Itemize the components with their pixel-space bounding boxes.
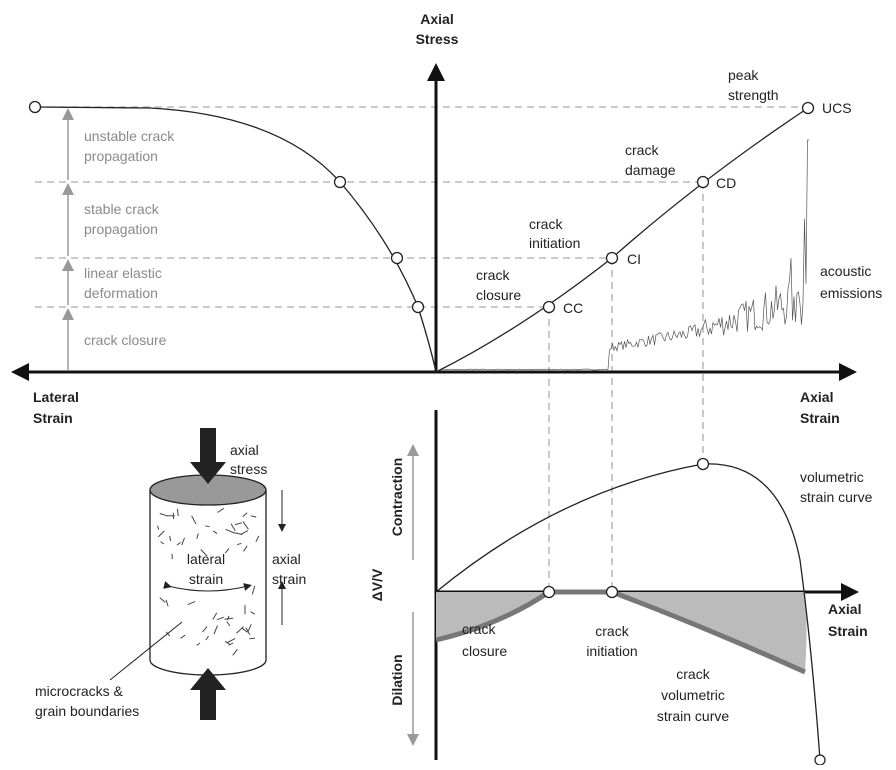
annotation: initiation <box>586 643 637 659</box>
axis-label: Axial <box>828 601 861 617</box>
annotation: crack <box>476 267 510 283</box>
stage-label: deformation <box>84 285 158 301</box>
point-label: CC <box>563 300 583 316</box>
annotation: closure <box>462 643 507 659</box>
axis-label: Contraction <box>389 458 405 537</box>
microcrack <box>173 513 174 519</box>
axis-label: Axial <box>800 389 833 405</box>
annotation: grain boundaries <box>35 703 139 719</box>
stage-label: unstable crack <box>84 128 175 144</box>
axis-label: Strain <box>800 410 840 426</box>
axis-label: Stress <box>416 31 459 47</box>
axis-label: Strain <box>33 410 73 426</box>
annotation: strain curve <box>657 708 730 724</box>
annotation: microcracks & <box>35 683 124 699</box>
axis-label: Dilation <box>389 654 405 705</box>
annotation: initiation <box>529 235 580 251</box>
microcrack <box>249 638 255 639</box>
axis-label: Axial <box>420 11 453 27</box>
annotation: crack <box>529 216 563 232</box>
axis-label: Strain <box>828 623 868 639</box>
annotation: crack <box>595 623 629 639</box>
axis-label: Lateral <box>33 389 79 405</box>
stage-label: linear elastic <box>84 265 162 281</box>
annotation: strain <box>272 571 306 587</box>
stage-label: stable crack <box>84 201 160 217</box>
annotation: volumetric <box>800 469 864 485</box>
axis-label: ΔV/V <box>369 568 385 601</box>
annotation: closure <box>476 287 521 303</box>
microcrack <box>178 509 179 516</box>
annotation: crack <box>625 142 659 158</box>
stage-label: propagation <box>84 221 158 237</box>
annotation: volumetric <box>661 687 725 703</box>
annotation: crack <box>676 666 710 682</box>
annotation: damage <box>625 162 676 178</box>
stage-label: propagation <box>84 148 158 164</box>
annotation: strength <box>728 87 779 103</box>
annotation: strain curve <box>800 489 873 505</box>
annotation: peak <box>728 67 759 83</box>
point-label: CD <box>716 175 736 191</box>
stage-label: crack closure <box>84 332 167 348</box>
point-label: CI <box>627 251 641 267</box>
annotation: emissions <box>820 285 882 301</box>
annotation: strain <box>189 571 223 587</box>
annotation: acoustic <box>820 263 871 279</box>
point-label: UCS <box>822 100 852 116</box>
annotation: stress <box>230 461 267 477</box>
annotation: lateral <box>187 551 225 567</box>
axial-curve <box>436 108 808 372</box>
annotation: crack <box>462 621 496 637</box>
annotation: axial <box>230 442 259 458</box>
annotation: axial <box>272 551 301 567</box>
